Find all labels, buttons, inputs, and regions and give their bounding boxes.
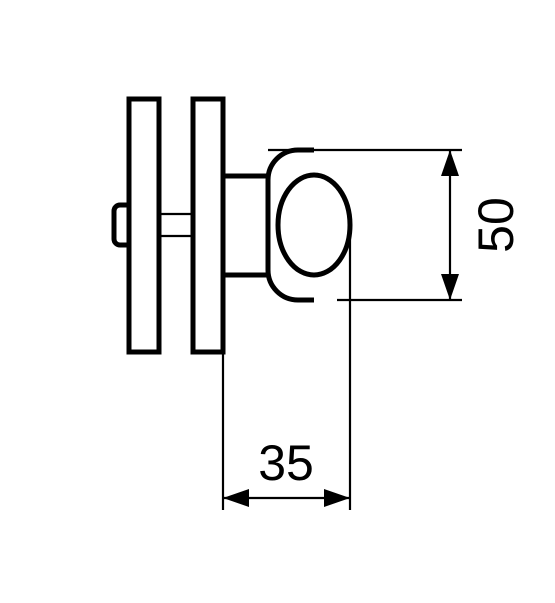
dimension-horizontal-value: 35 [258, 435, 314, 491]
connector-bar [159, 214, 193, 236]
back-plate-2 [193, 99, 223, 352]
dimension-vertical-value: 50 [468, 197, 524, 253]
back-plate-1 [129, 99, 159, 352]
technical-drawing: 50 35 [0, 0, 555, 603]
dimension-vertical: 50 [268, 150, 524, 300]
knob-body [268, 150, 314, 300]
shaft [223, 176, 268, 275]
knob-face-ellipse [278, 175, 350, 275]
